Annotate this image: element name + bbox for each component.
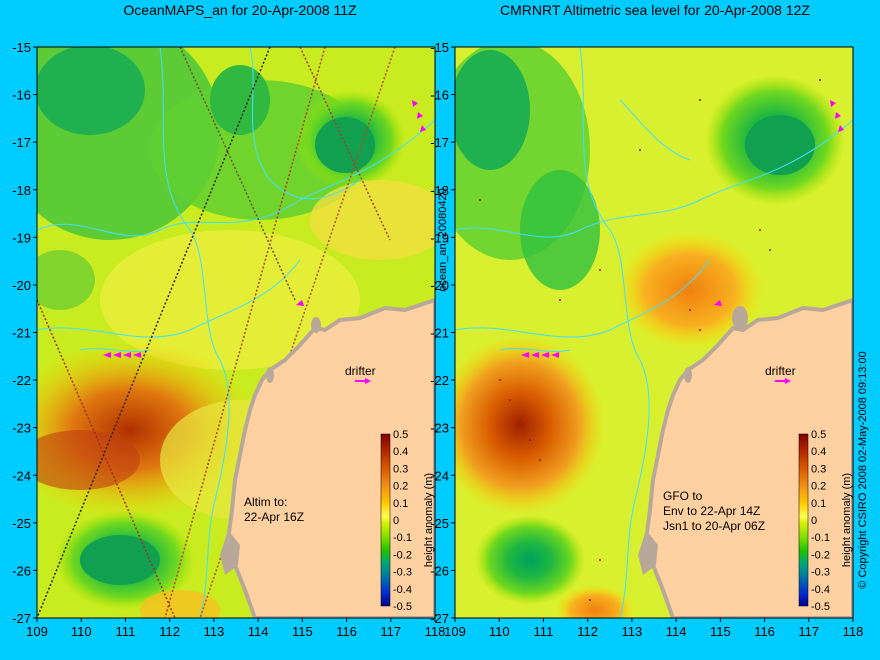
- left-x-tick-label: 115: [292, 624, 313, 639]
- left-y-tick-label: -16: [12, 88, 31, 103]
- right-colorbar-tick-label: -0.1: [811, 532, 830, 544]
- right-colorbar: [798, 433, 809, 607]
- left-colorbar-tick-label: -0.5: [393, 601, 412, 613]
- left-colorbar-tick-label: 0.5: [393, 429, 408, 441]
- right-map-title: CMRNRT Altimetric sea level for 20-Apr-2…: [500, 2, 810, 18]
- left-colorbar-label: height anomaly (m): [423, 473, 435, 567]
- left-y-tick-label: -20: [12, 278, 31, 293]
- left-altim-annotation-line1: Altim to:: [244, 495, 287, 509]
- right-drifter-arrows: [521, 100, 844, 384]
- right-x-tick-label: 113: [622, 624, 643, 639]
- left-side-label: ocean_an_20080420: [437, 188, 449, 291]
- right-colorbar-tick-label: 0.5: [811, 429, 826, 441]
- left-x-tick-label: 112: [159, 624, 180, 639]
- left-altimeter-tracks: [37, 47, 396, 618]
- left-y-tick-label: -26: [12, 563, 31, 578]
- right-track-points: [479, 79, 821, 601]
- copyright-label: © Copyright CSIRO 2008 02-May-2008 09:13…: [857, 351, 869, 588]
- right-colorbar-label: height anomaly (m): [841, 473, 853, 567]
- right-colorbar-gradient: [798, 433, 809, 607]
- right-colorbar-tick-label: 0.2: [811, 481, 826, 493]
- right-colorbar-tick-label: 0: [811, 515, 817, 527]
- left-colorbar-tick-label: 0.4: [393, 446, 408, 458]
- right-y-tick-label: -18: [430, 183, 449, 198]
- left-x-tick-label: 110: [71, 624, 92, 639]
- left-bathymetry-contours: [37, 47, 435, 618]
- right-y-tick-label: -22: [430, 373, 449, 388]
- left-islands: [220, 317, 321, 575]
- left-y-tick-label: -24: [12, 468, 31, 483]
- right-colorbar-tick-label: 0.4: [811, 446, 826, 458]
- right-gfo-annotation-line2: Env to 22-Apr 14Z: [663, 504, 760, 518]
- right-colorbar-tick-label: -0.4: [811, 584, 830, 596]
- right-bathymetry-contours: [455, 47, 853, 618]
- left-colorbar-tick-label: 0.3: [393, 463, 408, 475]
- right-x-tick-label: 114: [666, 624, 687, 639]
- left-y-tick-label: -23: [12, 421, 31, 436]
- left-x-tick-label: 118: [425, 624, 446, 639]
- left-x-tick-label: 111: [116, 624, 136, 639]
- right-x-tick-label: 118: [843, 624, 864, 639]
- left-y-tick-label: -21: [12, 326, 31, 341]
- left-colorbar-gradient: [380, 433, 391, 607]
- left-drifter-label: drifter: [345, 364, 376, 378]
- right-gfo-annotation-line1: GFO to: [663, 489, 703, 503]
- right-x-tick-label: 116: [754, 624, 775, 639]
- left-colorbar-tick-label: 0.2: [393, 481, 408, 493]
- left-y-tick-label: -18: [12, 183, 31, 198]
- left-y-tick-label: -25: [12, 516, 31, 531]
- left-y-tick-label: -27: [12, 611, 31, 626]
- right-x-tick-label: 111: [534, 624, 554, 639]
- right-x-tick-label: 109: [444, 624, 466, 639]
- right-y-tick-label: -27: [430, 611, 449, 626]
- right-x-tick-label: 117: [798, 624, 819, 639]
- right-x-tick-label: 112: [577, 624, 598, 639]
- left-colorbar-tick-label: -0.3: [393, 567, 412, 579]
- right-y-tick-label: -26: [430, 563, 449, 578]
- left-y-tick-label: -17: [12, 135, 31, 150]
- left-colorbar: [380, 433, 391, 607]
- right-drifter-label: drifter: [765, 364, 796, 378]
- left-x-tick-label: 117: [380, 624, 401, 639]
- right-colorbar-tick-label: -0.3: [811, 567, 830, 579]
- left-x-tick-label: 114: [248, 624, 269, 639]
- left-colorbar-tick-label: -0.2: [393, 549, 412, 561]
- right-x-tick-label: 115: [710, 624, 731, 639]
- left-x-tick-label: 113: [204, 624, 225, 639]
- right-y-tick-label: -15: [430, 40, 449, 55]
- right-y-tick-label: -21: [430, 326, 449, 341]
- right-colorbar-tick-label: -0.5: [811, 601, 830, 613]
- right-gfo-annotation-line3: Jsn1 to 20-Apr 06Z: [663, 519, 765, 533]
- right-x-tick-label: 110: [489, 624, 510, 639]
- left-y-tick-label: -19: [12, 230, 31, 245]
- left-y-tick-label: -15: [12, 40, 31, 55]
- right-y-tick-label: -17: [430, 135, 449, 150]
- left-colorbar-tick-label: 0.1: [393, 498, 408, 510]
- right-y-tick-label: -25: [430, 516, 449, 531]
- right-y-tick-label: -19: [430, 230, 449, 245]
- axis-ticks: 109 110 111 112 113 114 115 116 117 118 -15 -16 -17 -…: [12, 40, 863, 639]
- left-x-tick-label: 116: [336, 624, 357, 639]
- left-colorbar-tick-label: -0.4: [393, 584, 412, 596]
- left-altim-annotation-line2: 22-Apr 16Z: [244, 510, 304, 524]
- right-y-tick-label: -16: [430, 88, 449, 103]
- left-x-tick-label: 109: [26, 624, 48, 639]
- right-colorbar-tick-label: 0.1: [811, 498, 826, 510]
- right-colorbar-tick-label: -0.2: [811, 549, 830, 561]
- right-colorbar-tick-label: 0.3: [811, 463, 826, 475]
- left-colorbar-tick-label: 0: [393, 515, 399, 527]
- right-y-tick-label: -23: [430, 421, 449, 436]
- right-y-tick-label: -24: [430, 468, 449, 483]
- right-y-tick-label: -20: [430, 278, 449, 293]
- left-map-title: OceanMAPS_an for 20-Apr-2008 11Z: [123, 2, 357, 18]
- left-colorbar-tick-label: -0.1: [393, 532, 412, 544]
- right-map: drifter GFO to Env to 22-Apr 14Z Jsn1 to…: [455, 47, 853, 618]
- left-y-tick-label: -22: [12, 373, 31, 388]
- right-islands: [638, 306, 748, 575]
- left-drifter-arrows: [103, 100, 426, 384]
